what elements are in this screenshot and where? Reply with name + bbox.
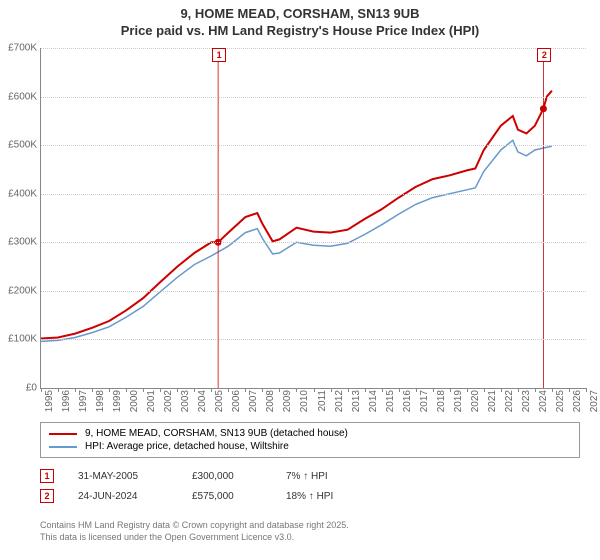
annotation-marker: 2 [40, 489, 54, 503]
y-axis-label: £100K [1, 334, 37, 345]
annotation-row: 2 24-JUN-2024 £575,000 18% ↑ HPI [40, 486, 366, 506]
x-axis-label: 2010 [299, 390, 310, 420]
x-axis-label: 2027 [589, 390, 600, 420]
plot-area: £0£100K£200K£300K£400K£500K£600K£700K199… [40, 48, 586, 389]
x-axis-label: 2009 [282, 390, 293, 420]
marker-2: 2 [537, 48, 551, 62]
legend-label-hpi: HPI: Average price, detached house, Wilt… [85, 441, 289, 452]
x-axis-label: 2004 [197, 390, 208, 420]
y-axis-label: £200K [1, 285, 37, 296]
chart-title: 9, HOME MEAD, CORSHAM, SN13 9UB Price pa… [0, 0, 600, 40]
x-axis-label: 2005 [214, 390, 225, 420]
x-axis-label: 2014 [368, 390, 379, 420]
x-axis-label: 2025 [555, 390, 566, 420]
x-axis-label: 2018 [436, 390, 447, 420]
annotation-table: 1 31-MAY-2005 £300,000 7% ↑ HPI 2 24-JUN-2024… [40, 466, 366, 506]
legend: 9, HOME MEAD, CORSHAM, SN13 9UB (detache… [40, 422, 580, 458]
y-axis-label: £600K [1, 91, 37, 102]
y-axis-label: £500K [1, 140, 37, 151]
annotation-row: 1 31-MAY-2005 £300,000 7% ↑ HPI [40, 466, 366, 486]
x-axis-label: 2000 [129, 390, 140, 420]
chart-svg [41, 48, 586, 388]
x-axis-label: 2013 [351, 390, 362, 420]
x-axis-label: 2016 [402, 390, 413, 420]
x-axis-label: 2006 [231, 390, 242, 420]
annotation-price: £300,000 [192, 471, 262, 482]
x-axis-label: 2022 [504, 390, 515, 420]
x-axis-label: 1995 [44, 390, 55, 420]
x-axis-label: 2008 [265, 390, 276, 420]
y-axis-label: £700K [1, 43, 37, 54]
x-axis-label: 2026 [572, 390, 583, 420]
x-axis-label: 2015 [385, 390, 396, 420]
x-axis-label: 1996 [61, 390, 72, 420]
x-axis-label: 2007 [248, 390, 259, 420]
x-axis-label: 2012 [334, 390, 345, 420]
x-axis-label: 1999 [112, 390, 123, 420]
x-axis-label: 2021 [487, 390, 498, 420]
y-axis-label: £400K [1, 188, 37, 199]
x-axis-label: 2020 [470, 390, 481, 420]
annotation-date: 31-MAY-2005 [78, 471, 168, 482]
x-axis-label: 1997 [78, 390, 89, 420]
x-axis-label: 2003 [180, 390, 191, 420]
x-axis-label: 1998 [95, 390, 106, 420]
legend-row-hpi: HPI: Average price, detached house, Wilt… [49, 440, 571, 453]
legend-swatch-hpi [49, 446, 77, 448]
title-line2: Price paid vs. HM Land Registry's House … [0, 23, 600, 40]
x-axis-label: 2011 [317, 390, 328, 420]
marker-1: 1 [212, 48, 226, 62]
legend-row-property: 9, HOME MEAD, CORSHAM, SN13 9UB (detache… [49, 427, 571, 440]
footer-line2: This data is licensed under the Open Gov… [40, 532, 349, 544]
series-property [41, 91, 552, 339]
annotation-date: 24-JUN-2024 [78, 491, 168, 502]
x-axis-label: 2017 [419, 390, 430, 420]
legend-swatch-property [49, 433, 77, 435]
legend-label-property: 9, HOME MEAD, CORSHAM, SN13 9UB (detache… [85, 428, 348, 439]
x-axis-label: 2024 [538, 390, 549, 420]
title-line1: 9, HOME MEAD, CORSHAM, SN13 9UB [0, 6, 600, 23]
x-axis-label: 2002 [163, 390, 174, 420]
chart-container: 9, HOME MEAD, CORSHAM, SN13 9UB Price pa… [0, 0, 600, 560]
series-hpi [41, 140, 552, 341]
footer: Contains HM Land Registry data © Crown c… [40, 520, 349, 543]
annotation-pct: 7% ↑ HPI [286, 471, 366, 482]
footer-line1: Contains HM Land Registry data © Crown c… [40, 520, 349, 532]
annotation-marker: 1 [40, 469, 54, 483]
x-axis-label: 2019 [453, 390, 464, 420]
x-axis-label: 2001 [146, 390, 157, 420]
y-axis-label: £0 [1, 383, 37, 394]
annotation-price: £575,000 [192, 491, 262, 502]
y-axis-label: £300K [1, 237, 37, 248]
x-axis-label: 2023 [521, 390, 532, 420]
annotation-pct: 18% ↑ HPI [286, 491, 366, 502]
